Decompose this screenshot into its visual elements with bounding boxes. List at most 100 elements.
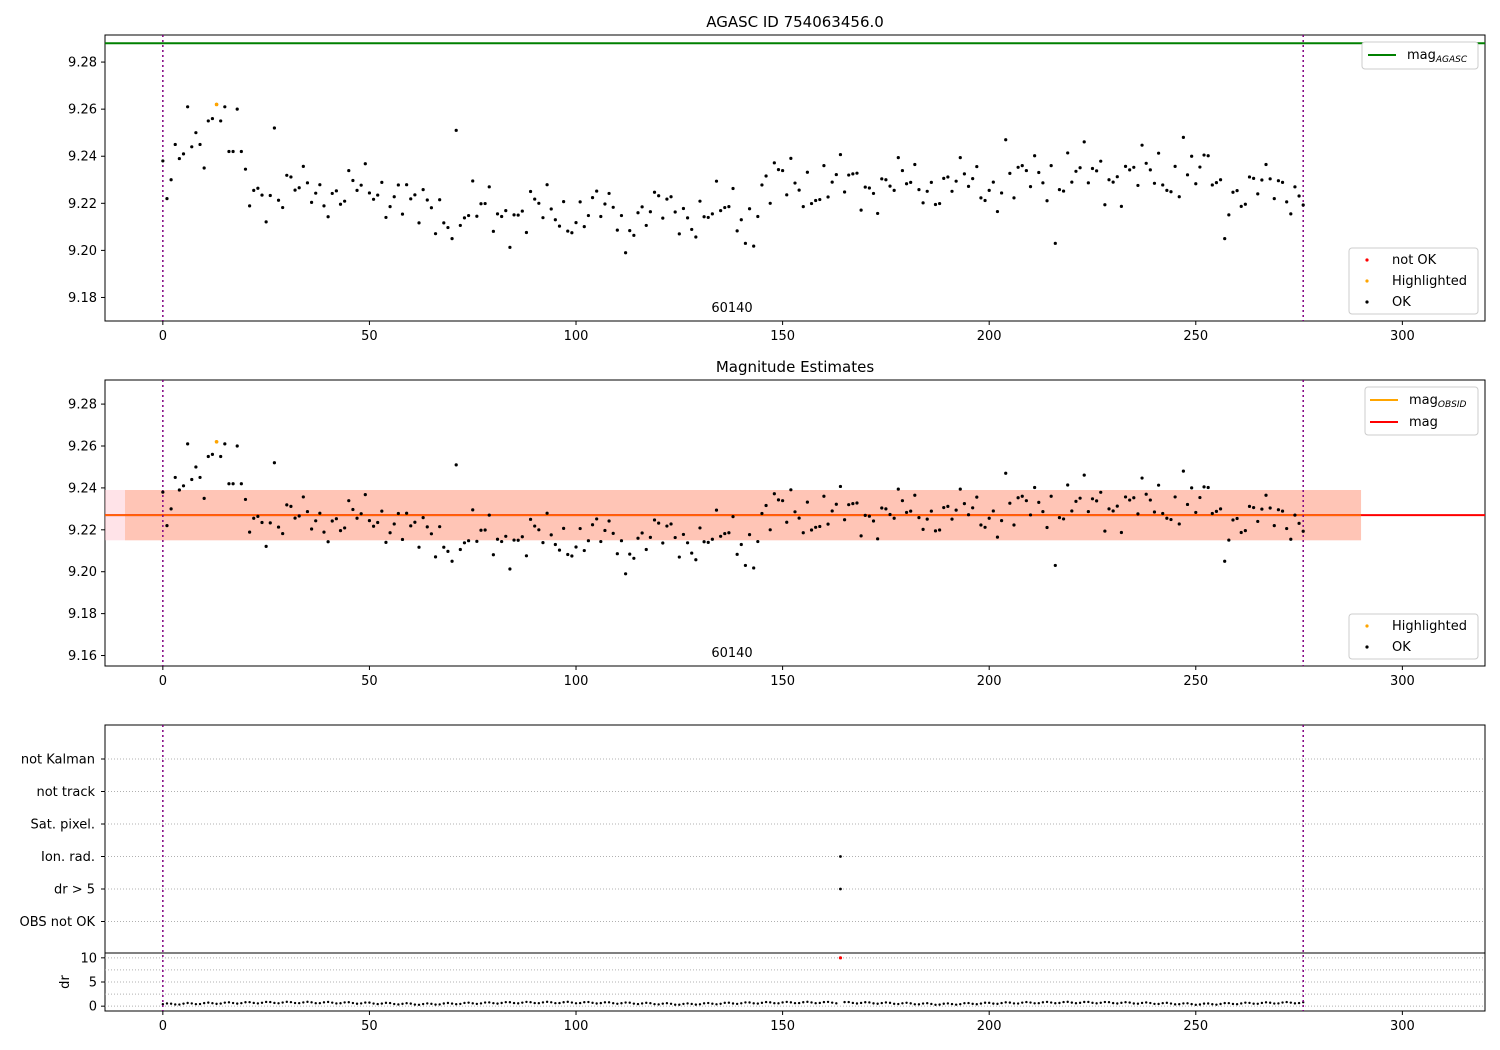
x-tick-label: 200 [977, 329, 1002, 344]
data-point [962, 172, 967, 176]
x-tick-label: 250 [1183, 329, 1208, 344]
dr-point [566, 1000, 569, 1004]
data-point [1198, 495, 1202, 500]
data-point [1020, 494, 1024, 498]
legend-box [1361, 41, 1479, 70]
dr-point [1091, 1001, 1094, 1005]
data-point [1004, 138, 1008, 142]
data-point [417, 221, 421, 225]
data-point [888, 184, 892, 188]
dr-point [698, 1003, 702, 1006]
data-point [239, 149, 243, 154]
data-point [942, 506, 946, 510]
data-point [1033, 485, 1037, 490]
data-point [384, 540, 388, 544]
data-point [958, 156, 962, 160]
data-point [665, 197, 669, 201]
data-point [1107, 507, 1111, 511]
dr-point [901, 1002, 904, 1005]
dr-point [1211, 1003, 1214, 1006]
y-tick-label: 9.24 [68, 481, 97, 496]
dr-point [273, 1001, 276, 1005]
axes: 9.18 9.20 9.22 9.24 9.26 9.28 0 50 100 150 200 250 3… [68, 34, 1486, 344]
dr-point [892, 1002, 896, 1006]
dr-tick-label: 10 [80, 951, 97, 966]
dr-point [1231, 1002, 1235, 1006]
dr-point [603, 1001, 607, 1004]
data-point [789, 488, 793, 492]
dr-point [343, 1001, 346, 1004]
y-tick-label: 9.28 [68, 398, 97, 413]
data-point [628, 552, 632, 556]
data-point [1289, 537, 1293, 541]
data-point [429, 532, 434, 536]
data-point [727, 205, 731, 209]
data-point [731, 186, 735, 191]
dr-point [884, 1001, 888, 1004]
data-point [1260, 507, 1264, 511]
data-point [785, 520, 789, 524]
dr-point [558, 1001, 561, 1005]
data-point [198, 475, 202, 480]
y-tick-label: 9.18 [68, 291, 97, 306]
data-point [260, 520, 264, 525]
data-point [842, 518, 847, 522]
dr-point [992, 1002, 995, 1005]
data-point [1152, 181, 1157, 185]
data-point [223, 442, 227, 446]
data-point [900, 499, 905, 503]
data-point [772, 492, 776, 496]
data-point [867, 186, 871, 190]
data-point [933, 529, 938, 533]
data-point [1024, 499, 1028, 503]
dr-point [169, 1002, 173, 1005]
data-point [628, 229, 632, 233]
dr-point [583, 1001, 586, 1004]
legend-lines: magAGASC [1361, 41, 1479, 70]
data-point [413, 193, 417, 197]
data-point [161, 159, 165, 163]
data-point [574, 545, 578, 549]
data-point [562, 526, 566, 530]
data-point [388, 205, 392, 209]
dr-point [735, 1002, 739, 1006]
dr-point [368, 1001, 371, 1004]
dr-point [843, 1000, 846, 1004]
dr-point [979, 1002, 983, 1005]
dr-point [814, 1002, 817, 1005]
data-point [644, 547, 648, 552]
data-point [677, 555, 681, 559]
data-point [347, 499, 351, 503]
dr-point [537, 1002, 541, 1005]
dr-point [1054, 1002, 1057, 1005]
data-point [318, 511, 322, 515]
dr-point [417, 1003, 421, 1007]
dr-point [248, 1000, 251, 1004]
data-point [896, 156, 900, 160]
dr-point [574, 1002, 578, 1005]
data-point [528, 189, 533, 194]
data-point [165, 196, 169, 201]
dr-point [322, 1001, 326, 1004]
data-point [248, 530, 252, 534]
data-point [1012, 523, 1016, 527]
data-point [1016, 165, 1020, 169]
dr-point [318, 1001, 322, 1005]
data-point [1045, 199, 1049, 203]
data-point [615, 228, 619, 232]
category-label: Sat. pixel. [31, 818, 95, 833]
dr-point [252, 1001, 255, 1005]
dr-point [1273, 1002, 1276, 1005]
dr-point [830, 1001, 834, 1004]
data-point [1235, 188, 1239, 193]
data-point [797, 516, 801, 520]
data-point [1074, 499, 1078, 503]
data-point [1194, 182, 1198, 186]
time-annotation: 60140 [711, 301, 752, 316]
data-point [925, 189, 929, 193]
y-tick-label: 9.16 [68, 649, 97, 664]
data-point [1111, 180, 1115, 184]
dr-axis-label: dr [58, 975, 73, 989]
dr-point [723, 1001, 726, 1005]
data-point [1140, 476, 1144, 480]
